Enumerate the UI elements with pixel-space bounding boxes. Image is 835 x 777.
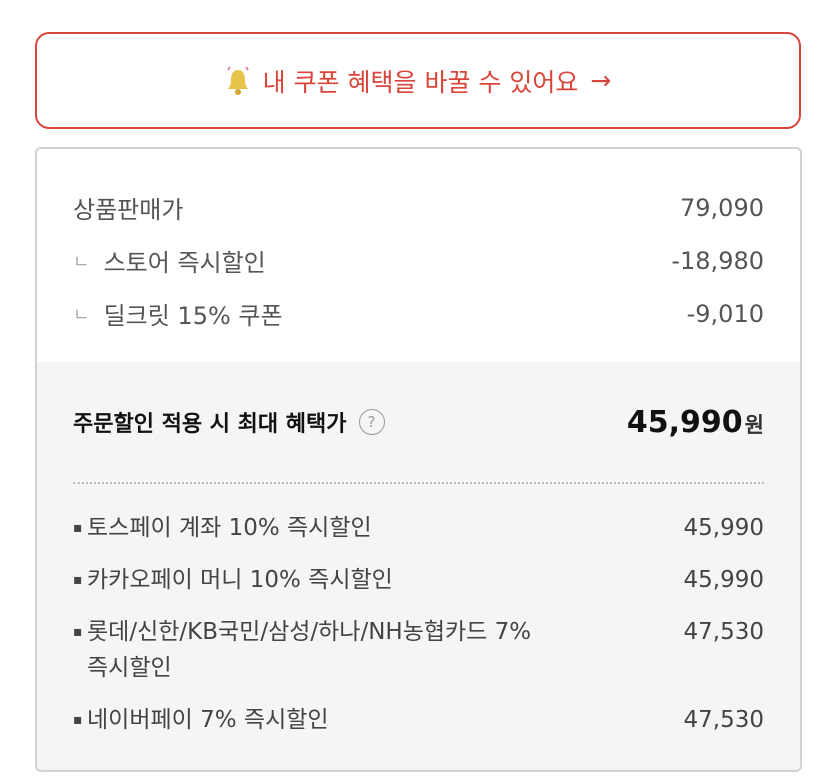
- list-item: ▪ 카카오페이 머니 10% 즉시할인 45,990: [37, 562, 800, 598]
- list-item: ▪ 네이버페이 7% 즉시할인 47,530: [37, 702, 800, 738]
- max-benefit-price: 주문할인 적용 시 최대 혜택가? 45,990원: [37, 362, 800, 482]
- price-value: 79,090: [680, 193, 764, 222]
- bullet-icon: ▪: [73, 572, 83, 588]
- bullet-icon: ▪: [73, 624, 83, 640]
- list-item: ▪ 토스페이 계좌 10% 즉시할인 45,990: [37, 510, 800, 546]
- price-value: -9,010: [686, 299, 764, 328]
- discount-label: 토스페이 계좌 10% 즉시할인: [87, 515, 372, 541]
- arrow-right-icon: →: [590, 66, 612, 95]
- discount-value: 45,990: [683, 515, 764, 541]
- price-label: 스토어 즉시할인: [103, 249, 266, 277]
- sub-item-marker: ㄴ: [73, 251, 90, 273]
- discount-label: 카카오페이 머니 10% 즉시할인: [87, 567, 393, 593]
- dotted-divider: [73, 482, 764, 484]
- total-label: 주문할인 적용 시 최대 혜택가: [73, 412, 347, 437]
- total-value: 45,990: [626, 404, 743, 440]
- coupon-change-banner[interactable]: 내 쿠폰 혜택을 바꿀 수 있어요 →: [35, 32, 801, 129]
- price-row-original: 상품판매가 79,090: [37, 181, 800, 234]
- discount-value: 47,530: [683, 707, 764, 733]
- bell-icon: [225, 65, 251, 96]
- help-icon[interactable]: ?: [358, 409, 385, 435]
- sub-item-marker: ㄴ: [73, 304, 90, 326]
- total-unit: 원: [744, 412, 764, 437]
- price-label: 상품판매가: [73, 196, 184, 224]
- discount-label: 롯데/신한/KB국민/삼성/하나/NH농협카드 7% 즉시할인: [87, 619, 532, 681]
- list-item: ▪ 롯데/신한/KB국민/삼성/하나/NH농협카드 7% 즉시할인 47,530: [37, 614, 800, 686]
- banner-text: 내 쿠폰 혜택을 바꿀 수 있어요: [262, 67, 579, 97]
- discount-value: 47,530: [683, 619, 764, 645]
- price-label: 딜크릿 15% 쿠폰: [103, 302, 283, 330]
- price-summary-card: 상품판매가 79,090 ㄴ 스토어 즉시할인 -18,980 ㄴ 딜크릿 15% …: [35, 147, 802, 772]
- price-value: -18,980: [671, 246, 764, 275]
- discount-label: 네이버페이 7% 즉시할인: [87, 707, 329, 733]
- discount-list: ▪ 토스페이 계좌 10% 즉시할인 45,990 ▪ 카카오페이 머니 10% 즉시…: [37, 484, 800, 738]
- discount-value: 45,990: [683, 567, 764, 593]
- bullet-icon: ▪: [73, 520, 83, 536]
- bullet-icon: ▪: [73, 712, 83, 728]
- price-row-store-discount: ㄴ 스토어 즉시할인 -18,980: [37, 234, 800, 287]
- price-row-coupon: ㄴ 딜크릿 15% 쿠폰 -9,010: [37, 287, 800, 340]
